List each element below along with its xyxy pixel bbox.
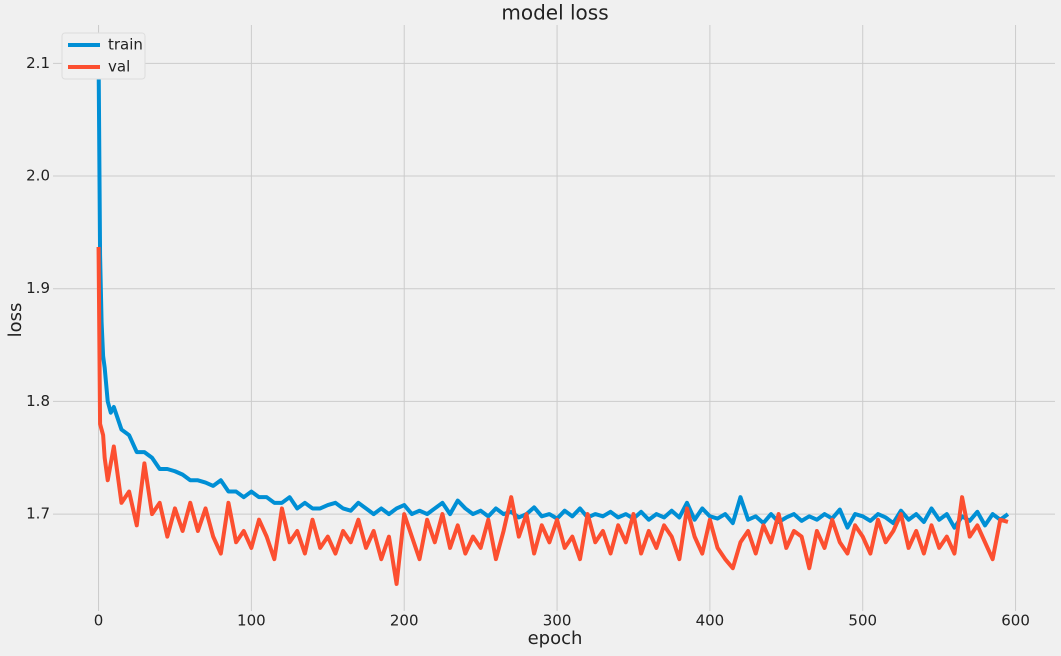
- chart-title: model loss: [501, 1, 608, 25]
- x-tick-label: 400: [696, 612, 725, 630]
- y-tick-label: 1.7: [26, 505, 50, 523]
- legend-label: train: [108, 36, 143, 54]
- x-axis-label: epoch: [528, 628, 583, 649]
- x-tick-label: 0: [94, 612, 104, 630]
- x-tick-label: 100: [237, 612, 266, 630]
- legend-label: val: [108, 58, 130, 76]
- x-tick-label: 600: [1001, 612, 1030, 630]
- y-tick-label: 1.9: [26, 279, 50, 297]
- y-tick-label: 2.1: [26, 54, 50, 72]
- x-tick-label: 500: [848, 612, 877, 630]
- y-tick-label: 2.0: [26, 167, 50, 185]
- series-line: [96, 246, 1009, 586]
- x-tick-label: 200: [390, 612, 419, 630]
- x-tick-label: 300: [543, 612, 572, 630]
- y-tick-label: 1.8: [26, 392, 50, 410]
- y-axis-label: loss: [5, 303, 26, 338]
- series-line: [96, 52, 1010, 530]
